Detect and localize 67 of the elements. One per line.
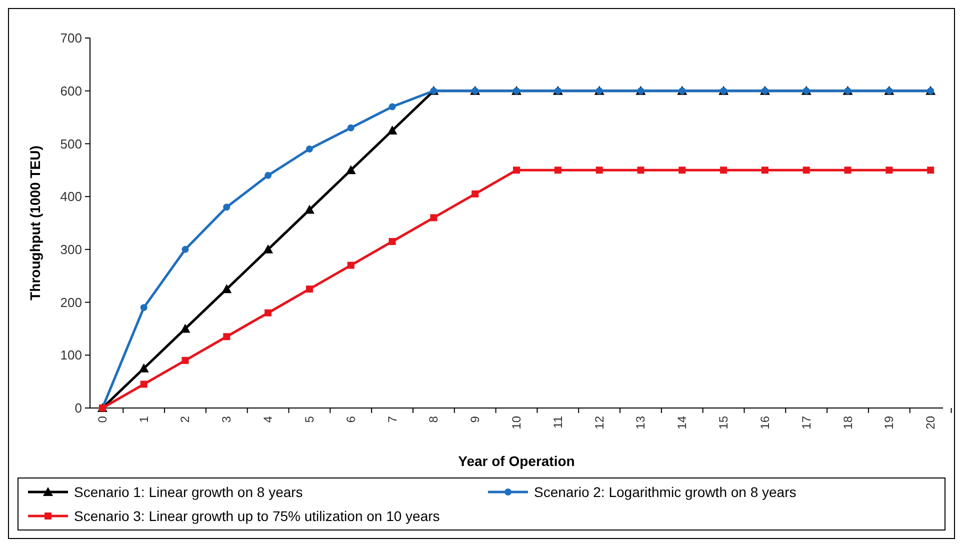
x-tick-label: 0 xyxy=(95,416,110,423)
point xyxy=(430,214,438,222)
legend-label: Scenario 3: Linear growth up to 75% utilization on 10 years xyxy=(74,508,440,524)
point xyxy=(761,166,768,174)
point xyxy=(346,165,356,174)
point xyxy=(140,304,148,312)
x-tick-label: 13 xyxy=(634,416,648,430)
x-tick-label: 17 xyxy=(799,416,814,430)
legend-label: Scenario 2: Logarithmic growth on 8 years xyxy=(534,484,796,500)
point xyxy=(637,166,644,174)
x-axis-title: Year of Operation xyxy=(458,453,575,469)
x-tick-label: 6 xyxy=(344,416,358,423)
x-tick-label: 11 xyxy=(550,416,565,428)
x-tick-label: 8 xyxy=(426,416,441,423)
x-tick-label: 2 xyxy=(178,416,192,423)
y-tick-label: 600 xyxy=(60,83,82,98)
point xyxy=(222,284,232,294)
y-tick-label: 700 xyxy=(60,30,82,46)
x-tick-label: 4 xyxy=(261,416,276,423)
point xyxy=(306,146,313,152)
point xyxy=(182,246,189,253)
point xyxy=(138,363,149,372)
x-tick-label: 14 xyxy=(675,416,690,430)
y-tick-label: 100 xyxy=(60,348,82,363)
point xyxy=(596,166,603,174)
point xyxy=(387,126,398,134)
x-tick-label: 7 xyxy=(385,416,400,423)
y-axis-title: Throughput (1000 TEU) xyxy=(27,146,43,300)
x-tick-label: 16 xyxy=(758,416,772,430)
point xyxy=(472,190,479,198)
point xyxy=(140,380,148,388)
x-tick-label: 1 xyxy=(136,416,151,423)
point xyxy=(264,172,272,179)
x-tick-label: 3 xyxy=(220,416,234,423)
point xyxy=(844,166,852,174)
y-tick-label: 500 xyxy=(60,136,82,152)
point xyxy=(304,204,314,214)
point xyxy=(678,166,686,174)
point xyxy=(263,244,274,254)
point xyxy=(388,103,396,110)
point xyxy=(554,166,562,174)
y-tick-label: 400 xyxy=(60,189,82,204)
point xyxy=(180,324,190,333)
x-tick-label: 10 xyxy=(510,416,524,430)
point xyxy=(306,286,313,293)
x-tick-label: 15 xyxy=(716,416,731,430)
point xyxy=(223,204,230,211)
point xyxy=(264,309,272,316)
point xyxy=(513,166,520,174)
legend-label: Scenario 1: Linear growth on 8 years xyxy=(74,484,303,500)
x-tick-label: 5 xyxy=(302,416,316,423)
point xyxy=(182,356,189,364)
y-tick-label: 200 xyxy=(60,294,82,310)
x-tick-label: 18 xyxy=(840,416,855,430)
y-tick-label: 300 xyxy=(60,242,82,257)
point xyxy=(886,166,893,174)
x-tick-label: 12 xyxy=(592,416,606,430)
point xyxy=(347,124,354,132)
x-tick-label: 19 xyxy=(882,416,896,430)
point xyxy=(388,238,396,245)
x-tick-label: 20 xyxy=(924,416,938,430)
point xyxy=(720,166,728,174)
x-tick-label: 9 xyxy=(468,416,482,423)
point xyxy=(347,262,354,269)
point xyxy=(223,333,230,340)
point xyxy=(802,166,810,174)
point xyxy=(927,166,934,174)
